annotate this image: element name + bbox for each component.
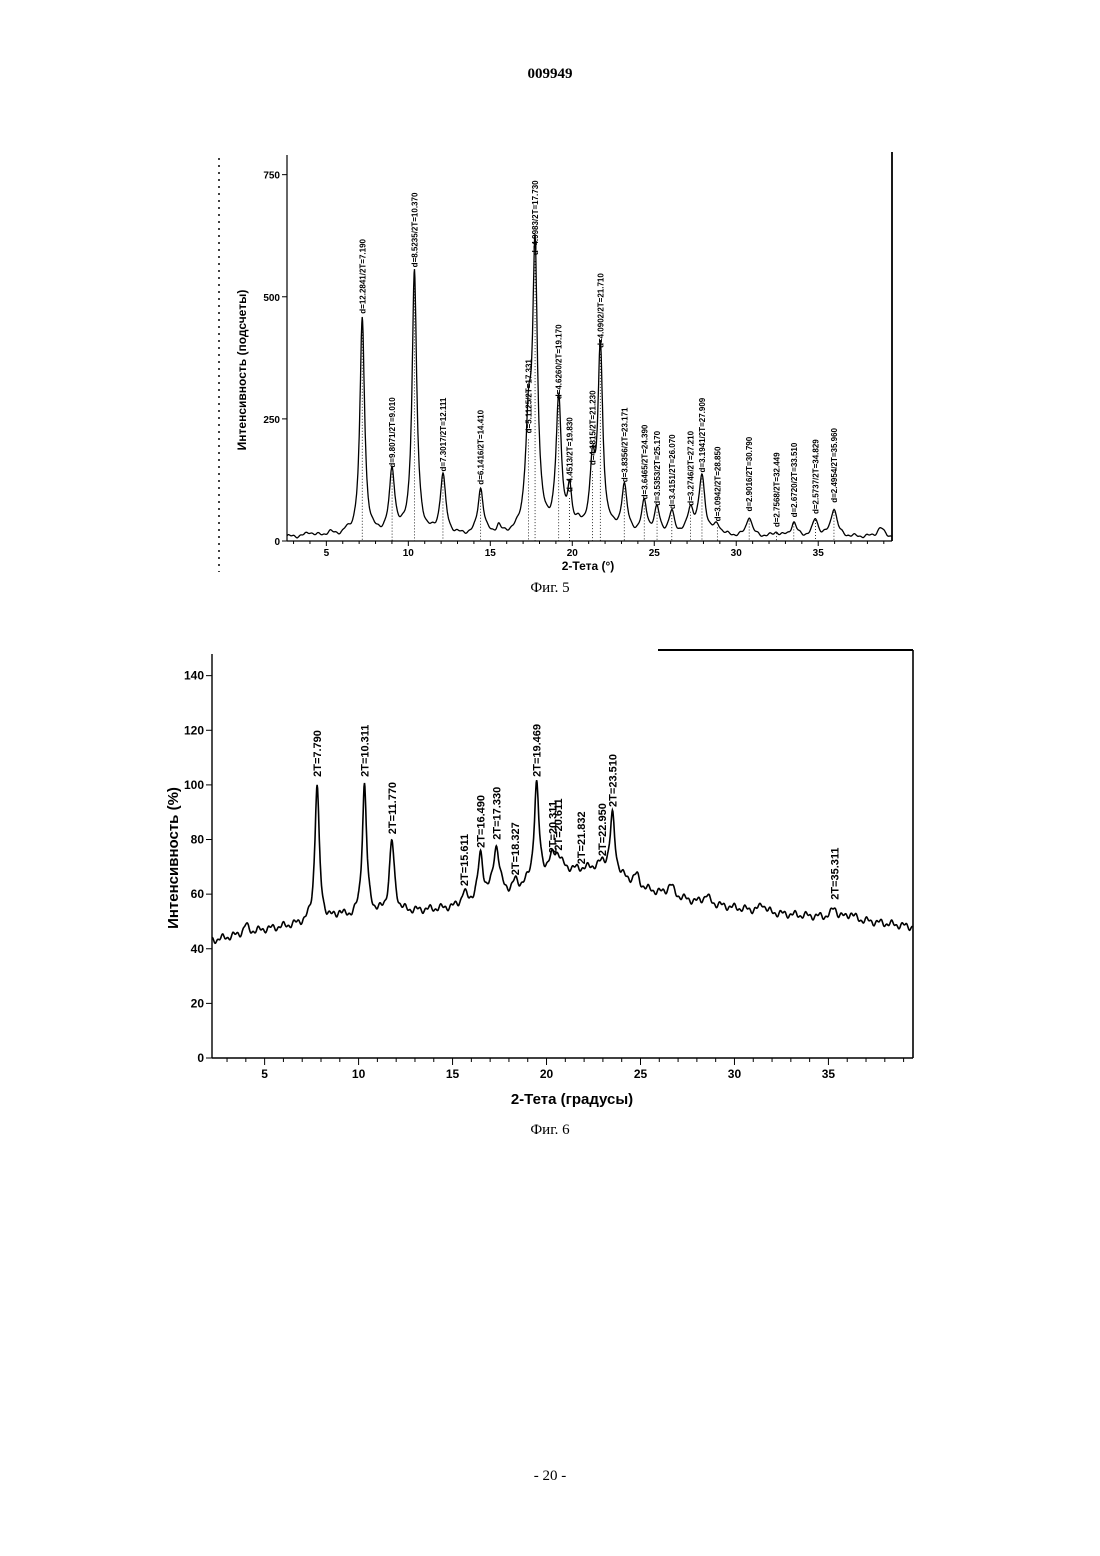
y-tick-label: 120 (184, 723, 204, 737)
figure-caption-fig6: Фиг. 6 (0, 1122, 1100, 1139)
x-tick-label: 20 (540, 1067, 554, 1081)
peak-label: 2T=20.611 (553, 798, 565, 850)
peak-label: 2T=7.790 (312, 730, 324, 777)
peak-label: 2T=21.832 (576, 811, 588, 864)
y-axis-label: Интенсивность (%) (165, 787, 182, 929)
y-tick-label: 100 (184, 778, 204, 792)
peak-label: 2T=35.311 (829, 847, 841, 899)
x-tick-label: 15 (446, 1067, 460, 1081)
x-tick-label: 10 (352, 1067, 366, 1081)
peak-label: 2T=22.950 (597, 803, 609, 856)
peak-label: 2T=23.510 (607, 754, 619, 807)
peak-label: 2T=16.490 (476, 795, 488, 848)
y-tick-label: 60 (191, 887, 205, 901)
xrd-chart-fig6: 0 20 40 60 80 100 120 140 5 10 15 20 25 30 35 2-Тета (г… (0, 0, 1100, 1130)
peak-label: 2T=17.330 (491, 787, 503, 840)
x-tick-label: 25 (634, 1067, 648, 1081)
peak-label: 2T=18.327 (510, 822, 522, 875)
peak-label: 2T=19.469 (532, 724, 544, 777)
peak-label: 2T=11.770 (387, 782, 399, 834)
peak-label: 2T=15.611 (459, 834, 471, 886)
x-tick-label: 30 (728, 1067, 742, 1081)
y-tick-label: 80 (191, 833, 205, 847)
y-tick-label: 20 (191, 996, 205, 1010)
peak-label: 2T=10.311 (359, 725, 371, 777)
y-tick-label: 140 (184, 669, 204, 683)
x-tick-label: 5 (261, 1067, 268, 1081)
x-tick-label: 35 (822, 1067, 836, 1081)
y-tick-label: 0 (197, 1051, 204, 1065)
y-tick-label: 40 (191, 942, 205, 956)
x-axis-label: 2-Тета (градусы) (511, 1091, 633, 1108)
page-number: - 20 - (0, 1468, 1100, 1485)
